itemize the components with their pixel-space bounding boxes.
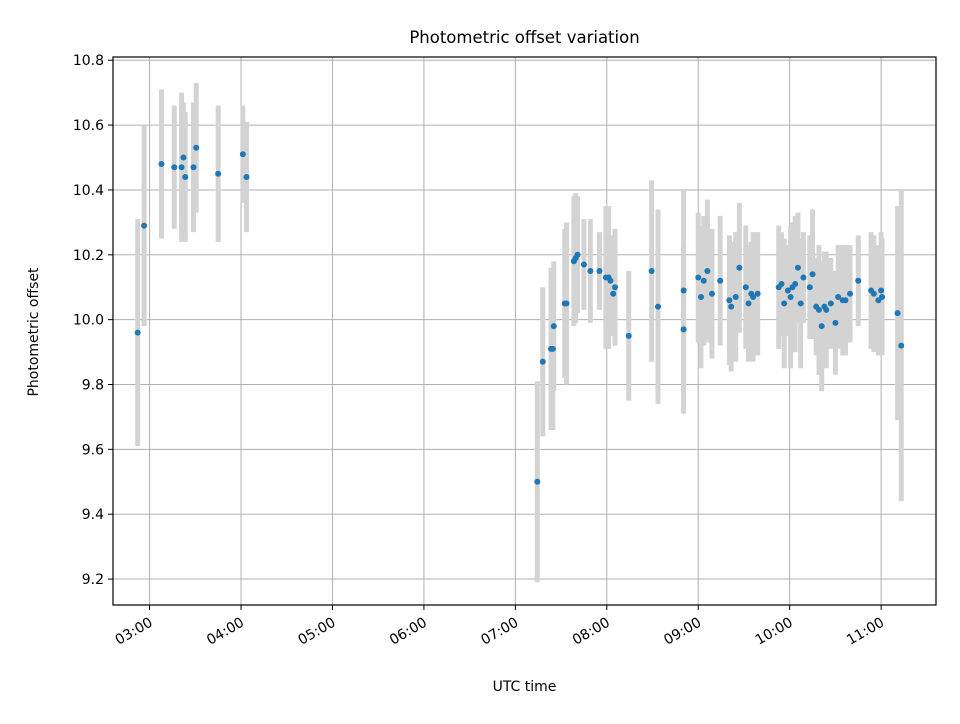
data-points [134,144,905,485]
data-point [754,290,761,297]
data-point [784,287,791,294]
data-point [778,280,785,287]
data-point [612,284,619,291]
data-point [625,332,632,339]
data-point [792,280,799,287]
data-point [815,306,822,313]
data-point [728,303,735,310]
data-point [178,164,185,171]
data-point [243,173,250,180]
data-point [708,290,715,297]
data-point [534,478,541,485]
data-point [700,277,707,284]
data-point [695,274,702,281]
data-point [842,297,849,304]
data-point [745,300,752,307]
data-point [680,287,687,294]
y-tick-label: 10.2 [73,248,104,264]
data-point [732,293,739,300]
data-point [736,264,743,271]
plot-frame [112,56,937,606]
data-point [550,323,557,330]
data-point [134,329,141,336]
data-point [797,300,804,307]
y-tick-label: 10.4 [73,183,104,199]
data-point [894,310,901,317]
y-tick-label: 10.8 [73,53,104,69]
y-tick-label: 10.0 [73,313,104,329]
y-tick-label: 10.6 [73,118,104,134]
data-point [806,284,813,291]
data-point [215,170,222,177]
data-point [787,293,794,300]
data-point [580,261,587,268]
data-point [574,251,581,258]
data-point [607,277,614,284]
data-point [827,300,834,307]
y-axis-label: Photometric offset [26,267,42,397]
chart-title: Photometric offset variation [409,28,639,47]
y-tick-label: 9.2 [82,572,104,588]
data-point [648,268,655,275]
data-point [879,293,886,300]
data-point [717,277,724,284]
data-point [704,268,711,275]
data-point [809,271,816,278]
data-point [180,154,187,161]
data-point [193,144,200,151]
data-point [563,300,570,307]
data-point [680,326,687,333]
data-point [549,345,556,352]
data-point [190,164,197,171]
data-point [742,284,749,291]
data-point [878,287,885,294]
data-point [239,151,246,158]
data-point [847,290,854,297]
data-point [855,277,862,284]
x-axis-label: UTC time [493,679,557,695]
data-point [141,222,148,229]
data-point [898,342,905,349]
y-tick-label: 9.4 [82,507,104,523]
data-point [870,290,877,297]
data-point [726,297,733,304]
data-point [655,303,662,310]
data-point [171,164,178,171]
data-point [158,161,165,168]
data-point [697,293,704,300]
data-point [794,264,801,271]
y-axis-ticks: 9.2 9.4 9.6 9.8 10.0 10.2 10.4 10.6 10.8 [73,53,113,588]
data-point [823,306,830,313]
data-point [587,268,594,275]
data-point [818,323,825,330]
data-point [832,319,839,326]
data-point [182,173,189,180]
data-point [539,358,546,365]
y-tick-label: 9.8 [82,378,104,394]
data-point [596,268,603,275]
data-point [750,293,757,300]
data-point [835,293,842,300]
data-point [610,290,617,297]
y-tick-label: 9.6 [82,442,104,458]
data-point [781,300,788,307]
data-point [800,274,807,281]
